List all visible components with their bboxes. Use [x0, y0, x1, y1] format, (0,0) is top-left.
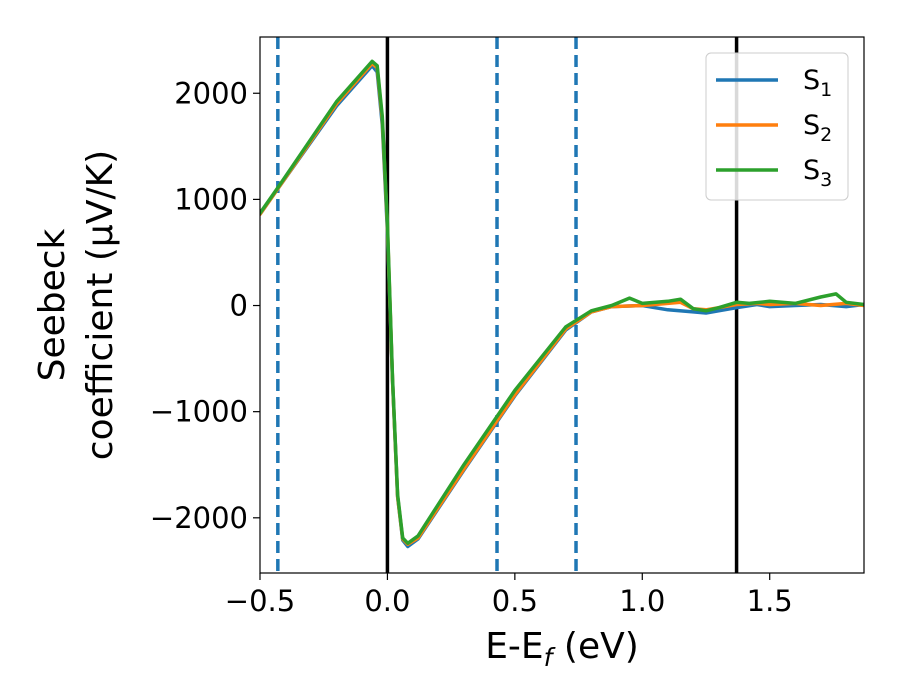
x-axis-label: E-Ef (eV) — [485, 626, 639, 672]
y-axis-label-line1: Seebeck — [32, 228, 73, 381]
legend: S1 S2 S3 — [705, 52, 849, 201]
series-lines — [260, 59, 864, 549]
y-tick-label: 0 — [230, 289, 248, 323]
x-axis-label-unit: (eV) — [552, 626, 638, 667]
y-tick-label: −2000 — [150, 501, 248, 535]
y-tick-label: −1000 — [150, 395, 248, 429]
y-axis-label-line2: coefficient (μV/K) — [80, 150, 121, 460]
x-axis-label-main: E-E — [485, 626, 543, 667]
legend-label-s3: S3 — [803, 155, 832, 191]
x-axis-ticks: −0.5 0.0 0.5 1.0 1.5 — [225, 573, 793, 618]
series-line-s3 — [260, 59, 864, 546]
y-tick-label: 1000 — [174, 182, 248, 216]
legend-label-s2: S2 — [803, 110, 832, 146]
x-tick-label: 1.0 — [619, 584, 665, 618]
x-tick-label: 0.5 — [492, 584, 538, 618]
x-tick-label: 1.5 — [747, 584, 793, 618]
legend-label-s1: S1 — [803, 65, 832, 101]
y-axis-ticks: −2000 −1000 0 1000 2000 — [150, 76, 260, 535]
x-tick-label: 0.0 — [364, 584, 410, 618]
y-tick-label: 2000 — [174, 76, 248, 110]
x-tick-label: −0.5 — [225, 584, 295, 618]
